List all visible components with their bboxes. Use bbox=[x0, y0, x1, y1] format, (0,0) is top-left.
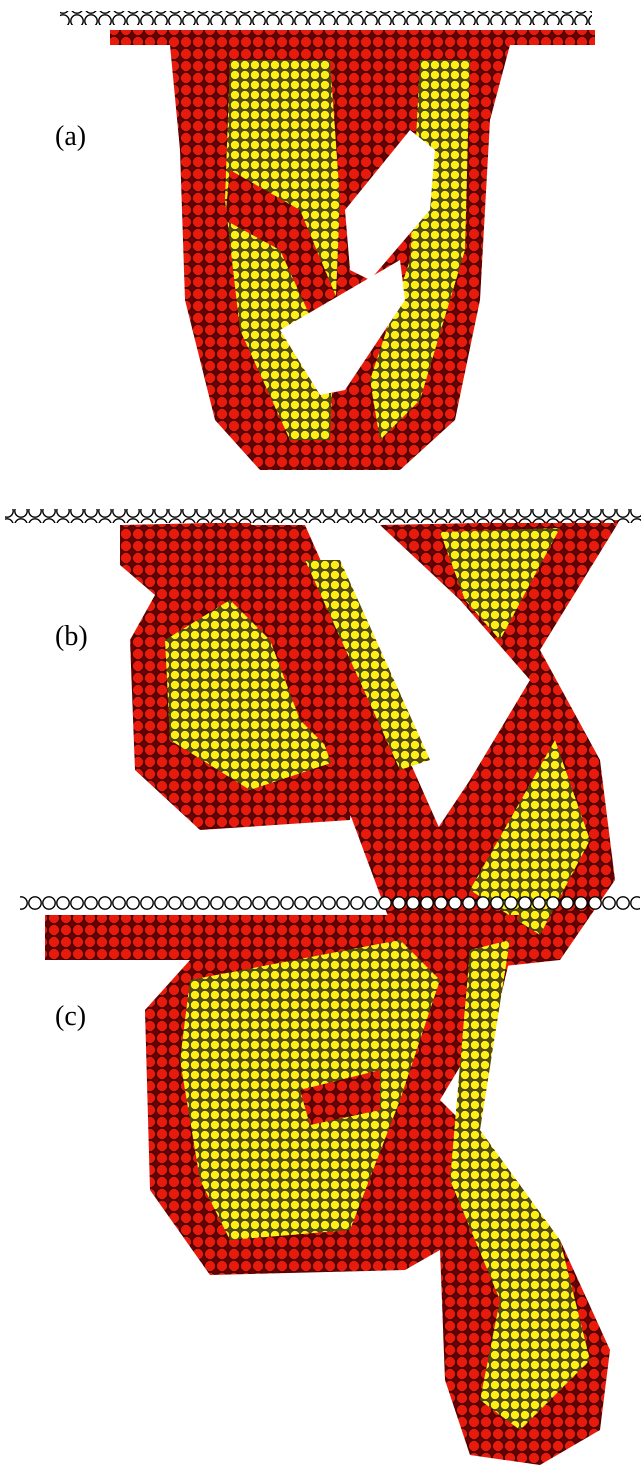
panel-label: (c) bbox=[55, 1001, 86, 1032]
substrate bbox=[20, 896, 640, 910]
panel-c: (c) bbox=[20, 896, 640, 1465]
panel-a: (a) bbox=[55, 11, 595, 470]
substrate bbox=[5, 509, 641, 523]
page: {"panels": [{"label": "(a)"}, {"label": … bbox=[0, 0, 643, 1474]
figure: (a) (b) (c) bbox=[0, 0, 643, 1474]
substrate bbox=[60, 11, 592, 25]
panel-label: (b) bbox=[55, 621, 88, 652]
panel-label: (a) bbox=[55, 121, 86, 152]
